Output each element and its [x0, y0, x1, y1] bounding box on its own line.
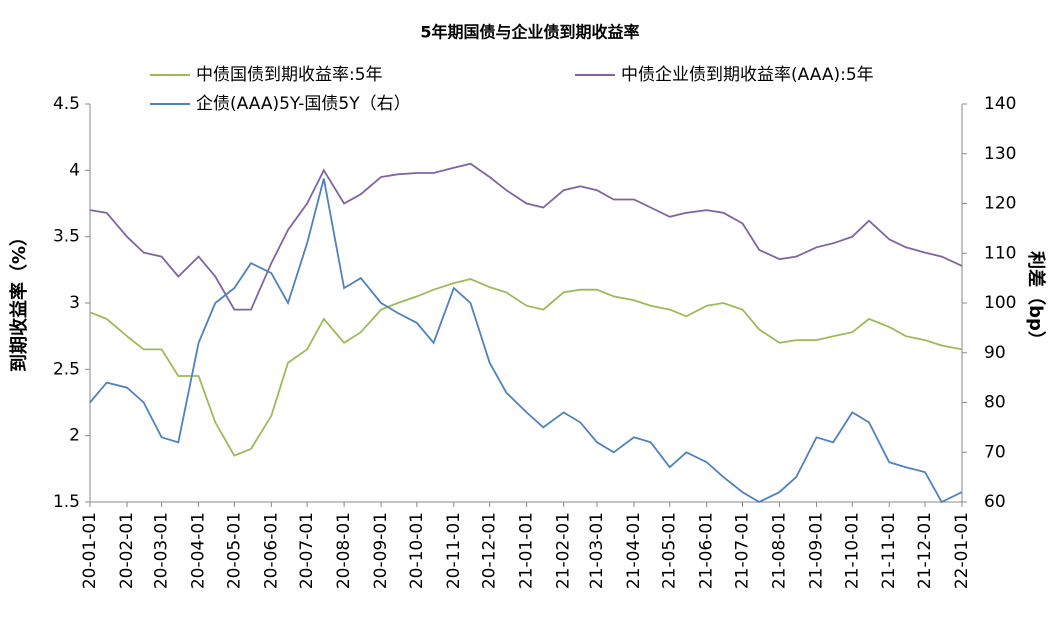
x-tick-label: 20-12-01: [480, 512, 500, 589]
x-tick-label: 21-04-01: [624, 512, 644, 589]
y2-tick-label: 60: [984, 492, 1006, 512]
y2-tick-label: 90: [984, 343, 1006, 363]
x-tick-label: 21-01-01: [517, 512, 537, 589]
x-tick-label: 21-02-01: [554, 512, 574, 589]
x-tick-label: 21-07-01: [733, 512, 753, 589]
x-tick-label: 21-03-01: [587, 512, 607, 589]
x-tick-label: 20-04-01: [189, 512, 209, 589]
x-tick-label: 21-11-01: [879, 512, 899, 589]
chart-title: 5年期国债与企业债到期收益率: [420, 23, 639, 42]
series-line: [89, 162, 963, 311]
y2-tick-label: 110: [984, 243, 1016, 263]
x-tick-label: 21-06-01: [697, 512, 717, 589]
y-tick-label: 4: [69, 160, 80, 180]
x-tick-label: 21-05-01: [660, 512, 680, 589]
x-tick-label: 20-05-01: [224, 512, 244, 589]
x-tick-label: 21-08-01: [769, 512, 789, 589]
series-line: [89, 278, 963, 457]
x-tick-label: 20-10-01: [407, 512, 427, 589]
x-tick-label: 21-10-01: [842, 512, 862, 589]
y2-tick-label: 120: [984, 194, 1016, 214]
y-tick-label: 1.5: [53, 492, 80, 512]
y2-axis-title: 利差（bp）: [1025, 251, 1047, 349]
x-tick-label: 20-01-01: [80, 512, 100, 589]
x-tick-label: 20-03-01: [152, 512, 172, 589]
legend-label: 企债(AAA)5Y-国债5Y（右）: [196, 94, 411, 114]
x-tick-label: 20-08-01: [334, 512, 354, 589]
series-line: [89, 178, 963, 504]
y-tick-label: 4.5: [53, 94, 80, 114]
y-tick-label: 3.5: [53, 227, 80, 247]
x-tick-label: 20-11-01: [444, 512, 464, 589]
x-tick-label: 21-12-01: [915, 512, 935, 589]
y-tick-label: 3: [69, 293, 80, 313]
y-tick-label: 2: [69, 426, 80, 446]
x-tick-label: 21-09-01: [806, 512, 826, 589]
y2-tick-label: 130: [984, 144, 1016, 164]
x-tick-label: 20-06-01: [261, 512, 281, 589]
y2-tick-label: 140: [984, 94, 1016, 114]
legend-label: 中债国债到期收益率:5年: [196, 65, 383, 85]
y-axis-title: 到期收益率（%）: [8, 228, 30, 372]
y2-tick-label: 80: [984, 393, 1006, 413]
legend-label: 中债企业债到期收益率(AAA):5年: [621, 65, 874, 85]
y-tick-label: 2.5: [53, 359, 80, 379]
x-tick-label: 20-02-01: [117, 512, 137, 589]
x-tick-label: 22-01-01: [952, 512, 972, 589]
y2-tick-label: 70: [984, 442, 1006, 462]
y2-tick-label: 100: [984, 293, 1016, 313]
x-tick-label: 20-09-01: [371, 512, 391, 589]
x-tick-label: 20-07-01: [297, 512, 317, 589]
